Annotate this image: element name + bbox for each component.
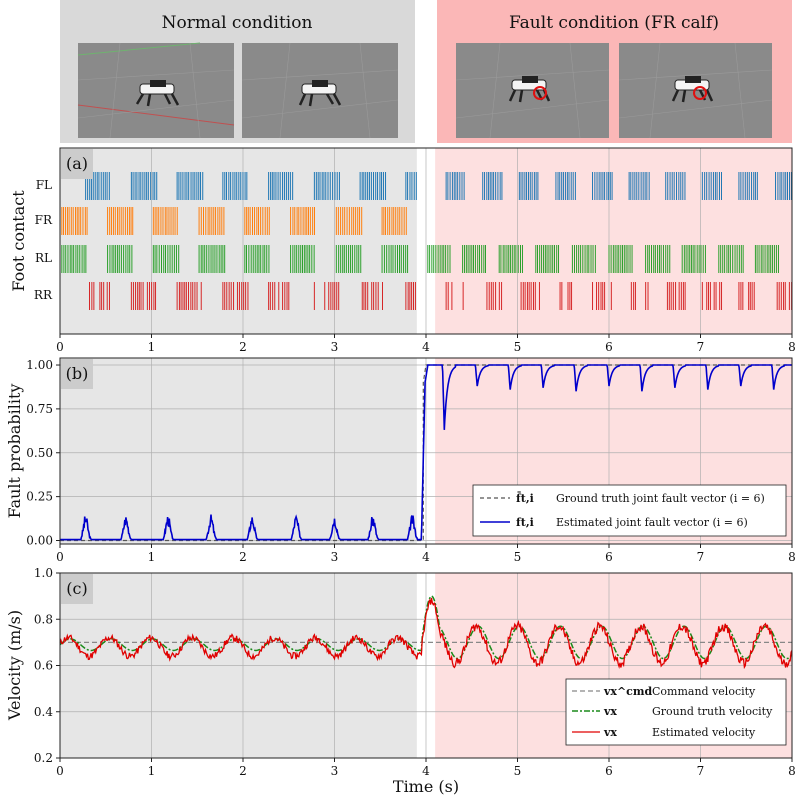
x-tick-label: 0: [56, 340, 64, 354]
y-tick-label: 0.2: [34, 751, 53, 765]
y-tick-label: 0.00: [26, 533, 53, 547]
panel-c-grid: [60, 573, 792, 758]
panel-b-legend: f̄t,i Ground truth joint fault vector (i…: [472, 484, 787, 537]
robot-icon: [298, 80, 342, 107]
x-tick-label: 3: [331, 550, 339, 564]
velocity-ground-truth-line: [59, 595, 793, 660]
panel-c-legend: vx^cmd Command velocity vx Ground truth …: [565, 678, 787, 746]
snapshot-normal-1: [77, 42, 235, 139]
panel-a-contact-marks: [61, 172, 793, 310]
panel-b-x-ticks: 0 1 2 3 4 5 6 7 8: [56, 544, 796, 564]
legend-symbol-vel-cmd: vx^cmd: [603, 685, 653, 698]
snapshot-fault-2: [618, 42, 773, 139]
panel-a: 0 1 2 3 4 5 6 7 8 FL FR RL RR Foot contact (a): [9, 147, 796, 354]
robot-icon: [671, 76, 714, 103]
panel-a-row-label-rl: RL: [35, 251, 52, 265]
legend-label-fault-est: Estimated joint fault vector (i = 6): [556, 516, 748, 529]
x-tick-label: 6: [605, 340, 613, 354]
panel-a-ylabel: Foot contact: [9, 190, 28, 292]
x-tick-label: 7: [697, 340, 705, 354]
y-tick-label: 1.0: [34, 566, 53, 580]
x-tick-label: 1: [148, 550, 156, 564]
legend-symbol-fault-truth: f̄t,i: [516, 491, 534, 505]
panel-a-fault-region: [435, 148, 792, 334]
header-fault: Fault condition (FR calf): [437, 0, 792, 143]
panel-a-row-label-fl: FL: [36, 178, 52, 192]
panel-b-y-ticks: 0.00 0.25 0.50 0.75 1.00: [26, 358, 60, 547]
panel-a-x-ticks: 0 1 2 3 4 5 6 7 8: [56, 334, 796, 354]
panel-c-ylabel: Velocity (m/s): [5, 610, 24, 721]
panel-c: 0 1 2 3 4 5 6 7 8 0.2 0.4 0.6 0.8 1.0 Velocity (m/s)…: [5, 566, 796, 796]
x-tick-label: 7: [697, 764, 705, 778]
x-tick-label: 6: [605, 550, 613, 564]
panel-b-ylabel: Fault probability: [5, 384, 24, 519]
header-fault-title: Fault condition (FR calf): [509, 13, 719, 33]
y-tick-label: 0.8: [34, 612, 53, 626]
x-tick-label: 4: [422, 340, 430, 354]
x-tick-label: 0: [56, 764, 64, 778]
velocity-estimated-line: [59, 597, 793, 670]
legend-label-vel-cmd: Command velocity: [652, 685, 756, 698]
x-tick-label: 8: [788, 764, 796, 778]
y-tick-label: 0.50: [26, 446, 53, 460]
robot-icon: [508, 76, 551, 103]
x-tick-label: 3: [331, 340, 339, 354]
panel-c-y-ticks: 0.2 0.4 0.6 0.8 1.0: [34, 566, 60, 765]
fault-marker-icon: [533, 86, 547, 100]
x-axis-label: Time (s): [393, 777, 459, 796]
x-tick-label: 4: [422, 764, 430, 778]
y-tick-label: 0.4: [34, 705, 53, 719]
panel-a-row-label-rr: RR: [34, 288, 53, 302]
robot-icon: [135, 80, 180, 107]
panel-c-legend-box: [565, 678, 787, 746]
panel-b-legend-box: [472, 484, 787, 537]
x-tick-label: 1: [148, 764, 156, 778]
x-tick-label: 2: [239, 340, 247, 354]
legend-symbol-vel-est: vx: [603, 726, 617, 739]
x-tick-label: 7: [697, 550, 705, 564]
x-tick-label: 5: [514, 550, 522, 564]
panel-a-row-label-fr: FR: [35, 213, 53, 227]
x-tick-label: 5: [514, 764, 522, 778]
panel-b-letter-box: [61, 359, 93, 389]
x-tick-label: 0: [56, 550, 64, 564]
fault-marker-icon: [693, 86, 707, 100]
panel-b-normal-region: [60, 358, 417, 544]
x-tick-label: 3: [331, 764, 339, 778]
x-tick-label: 8: [788, 550, 796, 564]
y-tick-label: 1.00: [26, 358, 53, 372]
panel-c-letter-box: [61, 574, 93, 604]
fault-ground-truth-line: [60, 364, 792, 542]
snapshot-fault-1: [455, 42, 610, 139]
panel-c-x-ticks: 0 1 2 3 4 5 6 7 8: [56, 758, 796, 778]
panel-a-letter-box: [61, 149, 93, 179]
panel-b-letter: (b): [66, 364, 89, 383]
x-tick-label: 5: [514, 340, 522, 354]
panel-a-letter: (a): [66, 154, 88, 173]
y-tick-label: 0.6: [34, 659, 53, 673]
legend-label-fault-truth: Ground truth joint fault vector (i = 6): [556, 492, 765, 505]
x-tick-label: 2: [239, 764, 247, 778]
legend-label-vel-est: Estimated velocity: [652, 726, 756, 739]
panel-b: 0 1 2 3 4 5 6 7 8 0.00 0.25 0.50 0.75 1.00 Fault pro…: [5, 357, 796, 564]
x-tick-label: 6: [605, 764, 613, 778]
x-tick-label: 8: [788, 340, 796, 354]
x-tick-label: 1: [148, 340, 156, 354]
panel-c-letter: (c): [66, 579, 87, 598]
legend-label-vel-gt: Ground truth velocity: [652, 705, 773, 718]
snapshot-normal-2: [241, 42, 399, 139]
header-normal-title: Normal condition: [162, 13, 313, 33]
y-tick-label: 0.25: [26, 490, 53, 504]
legend-symbol-vel-gt: vx: [603, 705, 617, 718]
header-normal: Normal condition: [60, 0, 415, 143]
x-tick-label: 2: [239, 550, 247, 564]
fault-estimated-line: [60, 364, 792, 541]
legend-symbol-fault-est: ft,i: [516, 516, 534, 529]
y-tick-label: 0.75: [26, 402, 53, 416]
x-tick-label: 4: [422, 550, 430, 564]
